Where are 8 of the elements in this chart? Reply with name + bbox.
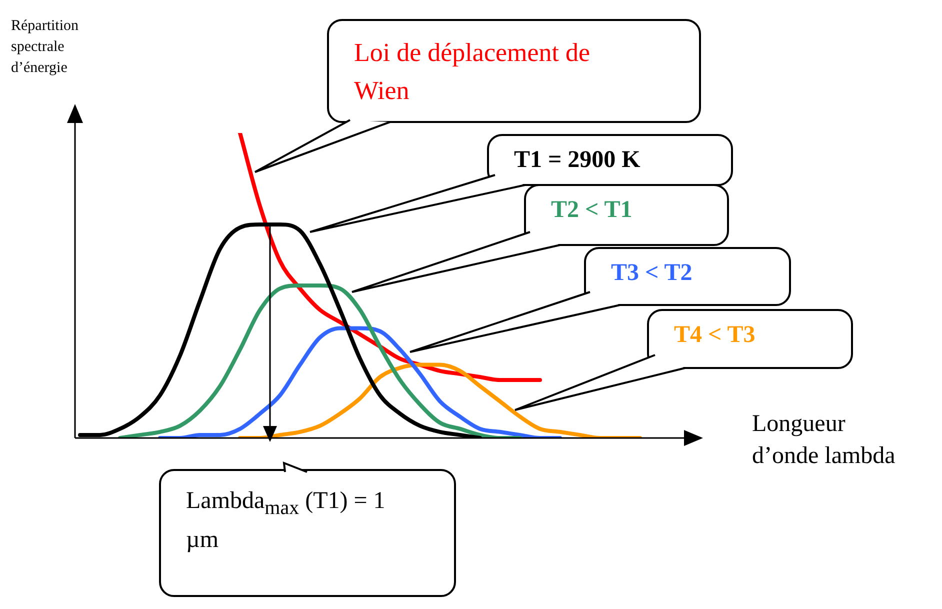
text: Loi de déplacement de Wien [354, 37, 592, 107]
text: T4 < T3 [674, 321, 756, 350]
x-axis-title: Longueur d’onde lambda [752, 410, 896, 472]
text: Lambda$_{max}$ (T1) = 1 µm [186, 488, 386, 553]
text: T3 < T2 [611, 259, 694, 288]
text: T1 = 2900 K [514, 146, 642, 175]
text: T2 < T1 [551, 196, 634, 225]
y-axis-title: Répartition spectrale d’énergie [11, 17, 80, 78]
